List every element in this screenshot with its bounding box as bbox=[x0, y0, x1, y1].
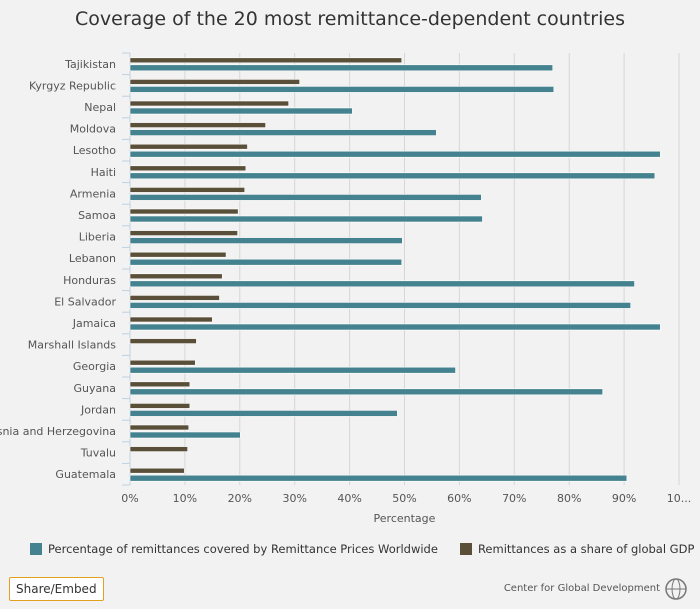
bar-gdp-share bbox=[129, 165, 247, 172]
bar-gdp-share bbox=[129, 208, 239, 215]
x-tick-label: 80% bbox=[557, 492, 581, 505]
bar-coverage bbox=[129, 237, 403, 244]
category-label: Marshall Islands bbox=[28, 339, 117, 352]
x-tick-label: 10... bbox=[667, 492, 692, 505]
x-tick-label: 90% bbox=[612, 492, 636, 505]
bar-gdp-share bbox=[129, 79, 300, 85]
category-label: Kyrgyz Republic bbox=[29, 79, 116, 92]
category-label: Lesotho bbox=[73, 144, 116, 157]
x-tick-label: 20% bbox=[228, 492, 252, 505]
category-label: Guyana bbox=[74, 382, 116, 395]
bar-gdp-share bbox=[129, 295, 220, 301]
category-label: El Salvador bbox=[54, 295, 116, 308]
chart-title: Coverage of the 20 most remittance-depen… bbox=[75, 8, 625, 30]
category-label: Tajikistan bbox=[64, 58, 116, 71]
bar-coverage bbox=[129, 172, 656, 180]
legend: Percentage of remittances covered by Rem… bbox=[30, 542, 694, 556]
category-label: Samoa bbox=[78, 209, 116, 222]
x-tick-label: 50% bbox=[392, 492, 416, 505]
x-tick-label: 70% bbox=[502, 492, 526, 505]
category-label: Moldova bbox=[70, 123, 116, 136]
bar-gdp-share bbox=[129, 273, 223, 280]
bar-chart: 0% 10% 20% 30% 40% 50% 60% 70% 80% 90% 10... Percen… bbox=[0, 52, 692, 525]
bar-coverage bbox=[129, 366, 456, 374]
x-tick-label: 60% bbox=[447, 492, 471, 505]
legend-label: Percentage of remittances covered by Rem… bbox=[48, 542, 438, 556]
bar-coverage bbox=[129, 388, 603, 396]
bar-gdp-share bbox=[129, 338, 197, 344]
bar-coverage bbox=[129, 86, 555, 93]
bar-coverage bbox=[129, 474, 628, 482]
bar-coverage bbox=[129, 129, 437, 136]
cgd-globe-logo bbox=[665, 578, 687, 600]
bar-gdp-share bbox=[129, 100, 289, 107]
legend-swatch bbox=[459, 543, 472, 555]
legend-item-coverage[interactable]: Percentage of remittances covered by Rem… bbox=[30, 542, 438, 556]
x-axis-title: Percentage bbox=[374, 512, 436, 525]
bar-gdp-share bbox=[129, 230, 238, 236]
legend-swatch bbox=[30, 543, 42, 555]
bar-coverage bbox=[129, 150, 661, 158]
bar-gdp-share bbox=[129, 446, 188, 452]
category-label: Nepal bbox=[84, 101, 116, 114]
bar-coverage bbox=[129, 431, 241, 439]
category-label: Haiti bbox=[91, 166, 116, 179]
bar-gdp-share bbox=[129, 467, 185, 474]
bar-coverage bbox=[129, 107, 353, 115]
bar-coverage bbox=[129, 323, 661, 331]
category-label: Tuvalu bbox=[80, 447, 116, 460]
bar-gdp-share bbox=[129, 122, 266, 128]
share-embed-button[interactable]: Share/Embed bbox=[9, 577, 104, 601]
credit-text: Center for Global Development bbox=[503, 583, 660, 594]
category-label: Armenia bbox=[70, 187, 116, 200]
bar-gdp-share bbox=[129, 187, 246, 193]
legend-item-gdp[interactable]: Remittances as a share of global GDP bbox=[459, 542, 695, 556]
bar-gdp-share bbox=[129, 381, 191, 388]
bar-coverage bbox=[129, 64, 554, 72]
category-label: Liberia bbox=[79, 231, 116, 244]
category-label: Georgia bbox=[73, 360, 116, 373]
bar-coverage bbox=[129, 215, 483, 223]
bar-coverage bbox=[129, 410, 398, 417]
category-label: Bosnia and Herzegovina bbox=[0, 425, 116, 438]
x-tick-label: 30% bbox=[282, 492, 306, 505]
category-label: Jamaica bbox=[72, 317, 116, 330]
bar-gdp-share bbox=[129, 359, 196, 366]
bar-gdp-share bbox=[129, 57, 403, 64]
x-tick-label: 40% bbox=[337, 492, 361, 505]
bar-gdp-share bbox=[129, 403, 191, 409]
category-label: Lebanon bbox=[69, 252, 116, 265]
category-label: Guatemala bbox=[55, 468, 116, 481]
bar-coverage bbox=[129, 280, 635, 288]
bar-gdp-share bbox=[129, 316, 213, 323]
x-tick-label: 10% bbox=[173, 492, 197, 505]
x-tick-label: 0% bbox=[121, 492, 138, 505]
legend-label: Remittances as a share of global GDP bbox=[477, 542, 695, 556]
bar-coverage bbox=[129, 302, 631, 309]
bar-coverage bbox=[129, 194, 482, 201]
bar-coverage bbox=[129, 258, 403, 266]
bar-gdp-share bbox=[129, 424, 190, 431]
category-label: Honduras bbox=[63, 274, 116, 287]
bar-gdp-share bbox=[129, 251, 227, 258]
bar-gdp-share bbox=[129, 143, 248, 150]
category-label: Jordan bbox=[80, 403, 116, 416]
